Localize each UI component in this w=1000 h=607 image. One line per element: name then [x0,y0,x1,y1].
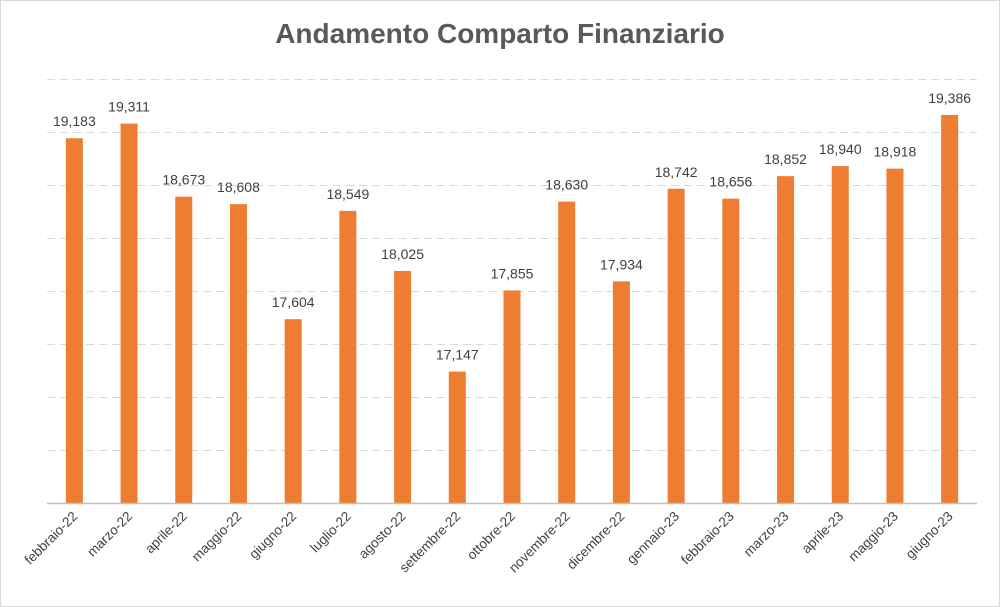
x-tick-label-aprile-22: aprile-22 [142,509,190,557]
bar-aprile-22 [175,196,193,503]
bar-ottobre-22 [503,290,521,503]
bar-marzo-22 [120,123,138,503]
data-label-maggio-23: 18,918 [874,144,917,160]
bar-novembre-22 [558,201,576,503]
data-label-dicembre-22: 17,934 [600,256,643,272]
x-tick-label-marzo-22: marzo-22 [84,509,135,560]
bar-giugno-22 [284,319,302,503]
data-label-ottobre-22: 17,855 [491,265,534,281]
bar-febbraio-22 [65,138,83,503]
x-tick-label-maggio-23: maggio-23 [845,509,901,565]
x-tick-label-marzo-23: marzo-23 [741,509,792,560]
bar-giugno-23 [941,114,959,504]
data-label-febbraio-23: 18,656 [709,174,752,190]
x-tick-label-ottobre-22: ottobre-22 [464,509,518,563]
data-label-agosto-22: 18,025 [381,246,424,262]
x-tick-label-febbraio-23: febbraio-23 [678,509,737,568]
bar-dicembre-22 [612,281,630,503]
x-tick-label-giugno-23: giugno-23 [903,509,956,562]
data-label-luglio-22: 18,549 [326,186,369,202]
x-tick-label-luglio-22: luglio-22 [307,509,354,556]
bar-febbraio-23 [722,198,740,503]
chart-title: Andamento Comparto Finanziario [275,18,725,49]
bar-maggio-23 [886,168,904,503]
data-label-aprile-23: 18,940 [819,141,862,157]
data-label-maggio-22: 18,608 [217,179,260,195]
data-label-giugno-23: 19,386 [928,90,971,106]
x-tick-label-giugno-22: giugno-22 [246,509,299,562]
bar-agosto-22 [394,270,412,503]
data-label-novembre-22: 18,630 [545,177,588,193]
bar-settembre-22 [448,371,466,503]
data-label-gennaio-23: 18,742 [655,164,698,180]
bar-luglio-22 [339,210,357,503]
x-tick-label-agosto-22: agosto-22 [356,509,409,562]
x-tick-label-gennaio-23: gennaio-23 [624,509,682,567]
x-tick-label-maggio-22: maggio-22 [189,509,245,565]
x-tick-label-febbraio-22: febbraio-22 [22,509,81,568]
bar-aprile-23 [831,166,849,503]
data-label-settembre-22: 17,147 [436,347,479,363]
bar-maggio-22 [229,204,247,503]
data-label-aprile-22: 18,673 [162,172,205,188]
bar-marzo-23 [777,176,795,504]
x-tick-label-dicembre-22: dicembre-22 [564,509,628,573]
data-label-marzo-22: 19,311 [108,99,150,115]
x-tick-label-aprile-23: aprile-23 [799,509,847,557]
data-label-marzo-23: 18,852 [764,151,807,167]
data-label-febbraio-22: 19,183 [53,113,96,129]
bar-gennaio-23 [667,188,685,503]
data-label-giugno-22: 17,604 [272,294,315,310]
